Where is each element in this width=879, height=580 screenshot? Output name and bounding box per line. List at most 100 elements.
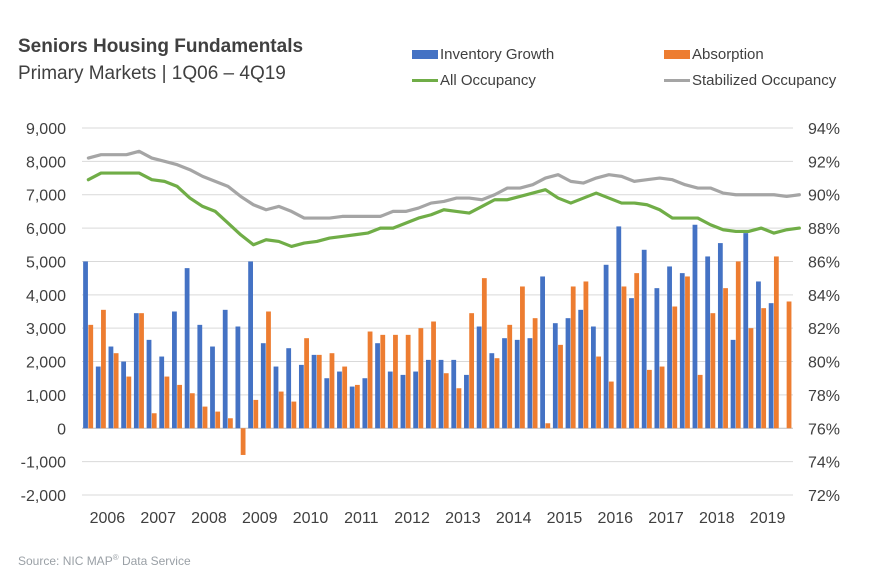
x-tick-label: 2008 xyxy=(191,510,227,527)
bar-inventory-growth xyxy=(629,298,634,429)
bar-absorption xyxy=(443,373,449,429)
y-left-tick-label: 8,000 xyxy=(26,154,66,171)
bar-inventory-growth xyxy=(248,261,253,429)
bar-absorption xyxy=(672,306,678,429)
y-right-tick-label: 80% xyxy=(808,355,840,372)
bar-inventory-growth xyxy=(667,266,672,429)
y-left-tick-label: 3,000 xyxy=(26,321,66,338)
bar-absorption xyxy=(761,308,767,429)
bar-inventory-growth xyxy=(184,268,190,429)
bar-absorption xyxy=(710,313,716,429)
bar-inventory-growth xyxy=(514,339,520,429)
bar-inventory-growth xyxy=(286,348,292,429)
y-left-tick-label: 7,000 xyxy=(26,188,66,205)
y-right-tick-label: 88% xyxy=(808,221,840,238)
bar-absorption xyxy=(431,321,436,429)
bar-inventory-growth xyxy=(133,313,139,429)
x-tick-label: 2015 xyxy=(547,510,583,527)
bar-inventory-growth xyxy=(476,326,482,429)
bar-absorption xyxy=(393,334,398,429)
y-right-tick-label: 86% xyxy=(808,254,840,271)
bar-inventory-growth xyxy=(349,386,355,429)
bar-absorption xyxy=(773,256,779,429)
bar-absorption xyxy=(481,278,487,429)
bar-inventory-growth xyxy=(743,233,749,429)
bar-absorption xyxy=(583,281,589,429)
x-tick-label: 2019 xyxy=(750,510,786,527)
bar-inventory-growth xyxy=(679,273,685,429)
bar-absorption xyxy=(748,328,754,429)
bar-inventory-growth xyxy=(260,343,266,429)
bar-absorption xyxy=(380,334,386,429)
bar-inventory-growth xyxy=(578,309,584,429)
bar-absorption xyxy=(723,288,728,429)
source-text: Source: NIC MAP xyxy=(18,554,113,568)
bar-inventory-growth xyxy=(159,356,165,429)
line-stabilized-occupancy xyxy=(86,149,801,220)
y-right-tick-label: 94% xyxy=(808,121,840,138)
y-left-tick-label: 5,000 xyxy=(26,254,66,271)
x-tick-label: 2007 xyxy=(140,510,176,527)
axis-labels: -2,000 -1,000 0 1,000 2,000 3,000 4,000 5,000 6,… xyxy=(21,121,840,527)
chart-title: Seniors Housing Fundamentals xyxy=(18,36,304,57)
bar-absorption xyxy=(291,401,297,429)
registered-mark: ® xyxy=(112,553,119,562)
bar-inventory-growth xyxy=(502,338,507,429)
bar-inventory-growth xyxy=(756,281,761,429)
bar-absorption xyxy=(253,399,259,429)
bar-inventory-growth xyxy=(540,276,545,429)
bar-absorption xyxy=(405,334,411,429)
legend-label: Absorption xyxy=(692,46,764,63)
bar-inventory-growth xyxy=(768,303,774,429)
bar-inventory-growth xyxy=(692,224,698,429)
y-left-tick-label: 6,000 xyxy=(26,221,66,238)
bar-inventory-growth xyxy=(603,264,609,429)
legend-label: All Occupancy xyxy=(440,72,536,89)
bar-inventory-growth xyxy=(565,318,571,429)
legend-item-all-occupancy: All Occupancy xyxy=(412,72,536,89)
y-left-tick-label: -2,000 xyxy=(21,488,66,505)
y-left-tick-label: -1,000 xyxy=(21,455,66,472)
bar-inventory-growth xyxy=(235,326,241,429)
y-left-tick-label: 1,000 xyxy=(26,388,66,405)
y-right-tick-label: 76% xyxy=(808,421,840,438)
bar-absorption xyxy=(228,418,233,429)
x-tick-label: 2013 xyxy=(445,510,481,527)
bar-absorption xyxy=(608,381,614,429)
bar-absorption xyxy=(786,301,792,429)
bar-inventory-growth xyxy=(413,371,419,429)
bar-absorption xyxy=(329,353,335,429)
bar-absorption xyxy=(494,358,500,429)
legend-item-stabilized-occupancy: Stabilized Occupancy xyxy=(664,72,836,89)
bar-inventory-growth xyxy=(273,366,279,429)
bar-inventory-growth xyxy=(489,353,495,429)
line-all-occupancy xyxy=(86,171,801,249)
bar-inventory-growth xyxy=(425,359,431,429)
line-series xyxy=(86,149,801,249)
source-note: Source: NIC MAP® Data Service xyxy=(18,553,191,568)
bar-absorption xyxy=(354,384,360,429)
bar-absorption xyxy=(304,338,309,429)
bar-inventory-growth xyxy=(146,339,152,429)
chart-subtitle: Primary Markets | 1Q06 – 4Q19 xyxy=(18,63,286,84)
y-right-tick-label: 74% xyxy=(808,455,840,472)
bar-inventory-growth xyxy=(337,371,342,429)
source-suffix: Data Service xyxy=(118,554,191,568)
bar-inventory-growth xyxy=(95,366,101,429)
bar-inventory-growth xyxy=(311,354,317,429)
legend-swatch-stabilized-occupancy xyxy=(664,79,690,82)
y-right-tick-label: 92% xyxy=(808,154,840,171)
bar-absorption xyxy=(659,366,665,429)
bar-inventory-growth xyxy=(552,323,558,429)
bar-absorption xyxy=(113,353,119,429)
bar-absorption xyxy=(469,313,475,429)
y-left-tick-label: 4,000 xyxy=(26,288,66,305)
bar-inventory-growth xyxy=(400,374,406,429)
y-right-tick-label: 78% xyxy=(808,388,840,405)
bar-absorption xyxy=(596,356,601,429)
bar-absorption xyxy=(202,406,208,429)
bar-inventory-growth xyxy=(375,343,380,429)
bar-absorption xyxy=(558,344,563,429)
bar-absorption xyxy=(151,413,157,429)
